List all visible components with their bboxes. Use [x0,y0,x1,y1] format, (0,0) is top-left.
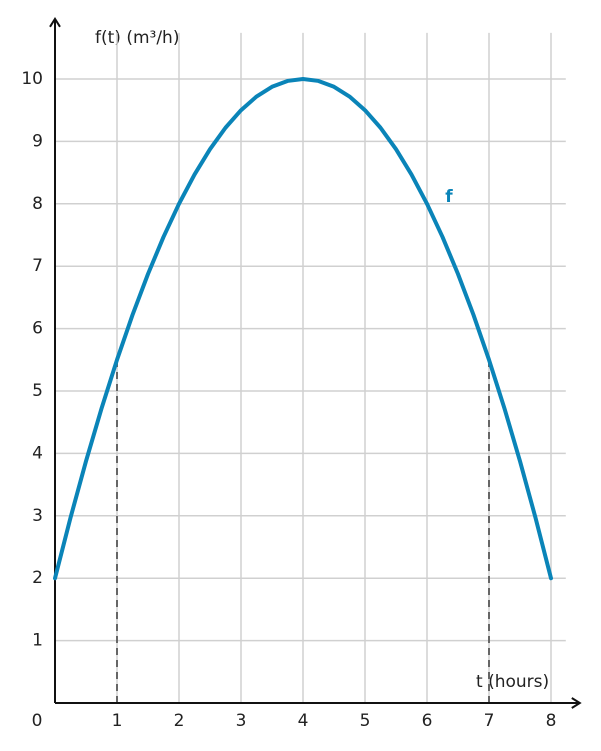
y-tick-label: 10 [21,69,43,89]
x-tick-label: 3 [236,711,247,731]
x-axis-label: t (hours) [476,672,549,692]
x-tick-label: 4 [298,711,309,731]
y-tick-label: 6 [32,319,43,339]
x-tick-label: 2 [174,711,185,731]
y-tick-label: 9 [32,131,43,151]
y-axis-label: f(t) (m³/h) [95,28,179,48]
y-tick-label: 3 [32,506,43,526]
y-tick-label: 1 [32,631,43,651]
x-tick-label: 7 [484,711,495,731]
x-tick-label: 6 [422,711,433,731]
x-tick-label: 5 [360,711,371,731]
curve [53,77,553,581]
y-tick-label: 4 [32,443,43,463]
x-tick-label: 8 [546,711,557,731]
y-tick-label: 8 [32,194,43,214]
y-tick-label: 5 [32,381,43,401]
y-tick-label: 2 [32,568,43,588]
x-tick-label: 1 [112,711,123,731]
x-tick-label: 0 [32,711,43,731]
y-tick-label: 7 [32,256,43,276]
series-label: f [445,187,453,207]
